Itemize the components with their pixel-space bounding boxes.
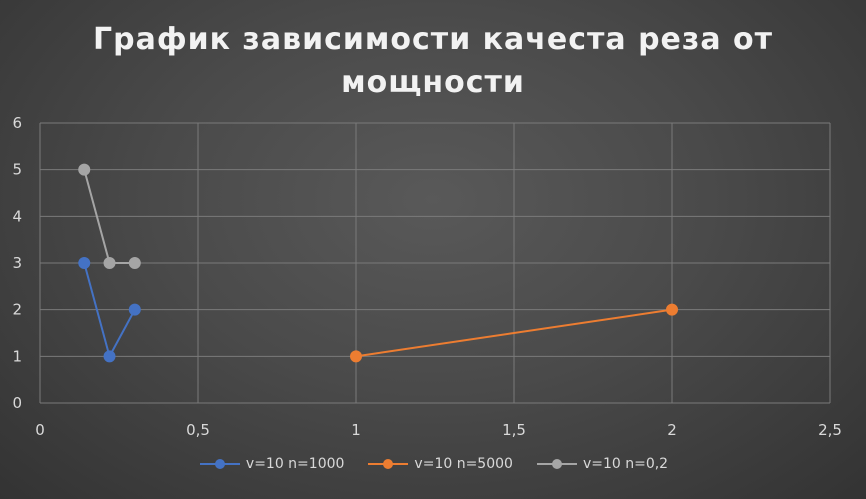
legend-label: v=10 n=1000 [245, 456, 345, 472]
data-point [128, 303, 141, 316]
x-tick-label: 0,5 [186, 421, 210, 439]
y-tick-label: 2 [12, 301, 22, 319]
series-line [355, 308, 673, 358]
legend-item: v=10 n=1000 [198, 456, 345, 472]
data-point [103, 350, 116, 363]
data-point [103, 257, 116, 269]
legend-label: v=10 n=0,2 [582, 456, 669, 472]
legend-marker [383, 459, 394, 469]
legend-marker [214, 459, 225, 469]
data-point [666, 303, 678, 316]
legend-label: v=10 n=5000 [414, 456, 513, 472]
y-tick-label: 0 [12, 394, 22, 412]
legend-marker [551, 459, 562, 469]
y-tick-label: 3 [12, 254, 22, 272]
y-tick-label: 1 [12, 347, 22, 365]
x-tick-label: 2 [667, 421, 677, 439]
legend-swatch [199, 459, 240, 469]
x-tick-label: 2,5 [818, 421, 842, 439]
data-point [78, 163, 91, 176]
data-point [78, 257, 91, 269]
y-tick-label: 6 [12, 114, 22, 132]
x-tick-label: 1 [351, 421, 361, 439]
chart-title: График зависимости качеста реза от мощно… [92, 22, 774, 100]
x-tick-label: 0 [35, 421, 45, 439]
x-tick-label: 1,5 [502, 421, 526, 439]
data-point [128, 257, 141, 269]
legend-swatch [368, 459, 409, 469]
legend: v=10 n=1000 v=10 n=5000 v=10 n=0,2 [0, 456, 866, 472]
legend-swatch [536, 459, 577, 469]
legend-item: v=10 n=0,2 [535, 456, 668, 472]
y-tick-label: 4 [12, 207, 22, 225]
legend-item: v=10 n=5000 [366, 456, 513, 472]
data-point [350, 350, 362, 363]
y-tick-label: 5 [12, 161, 22, 179]
